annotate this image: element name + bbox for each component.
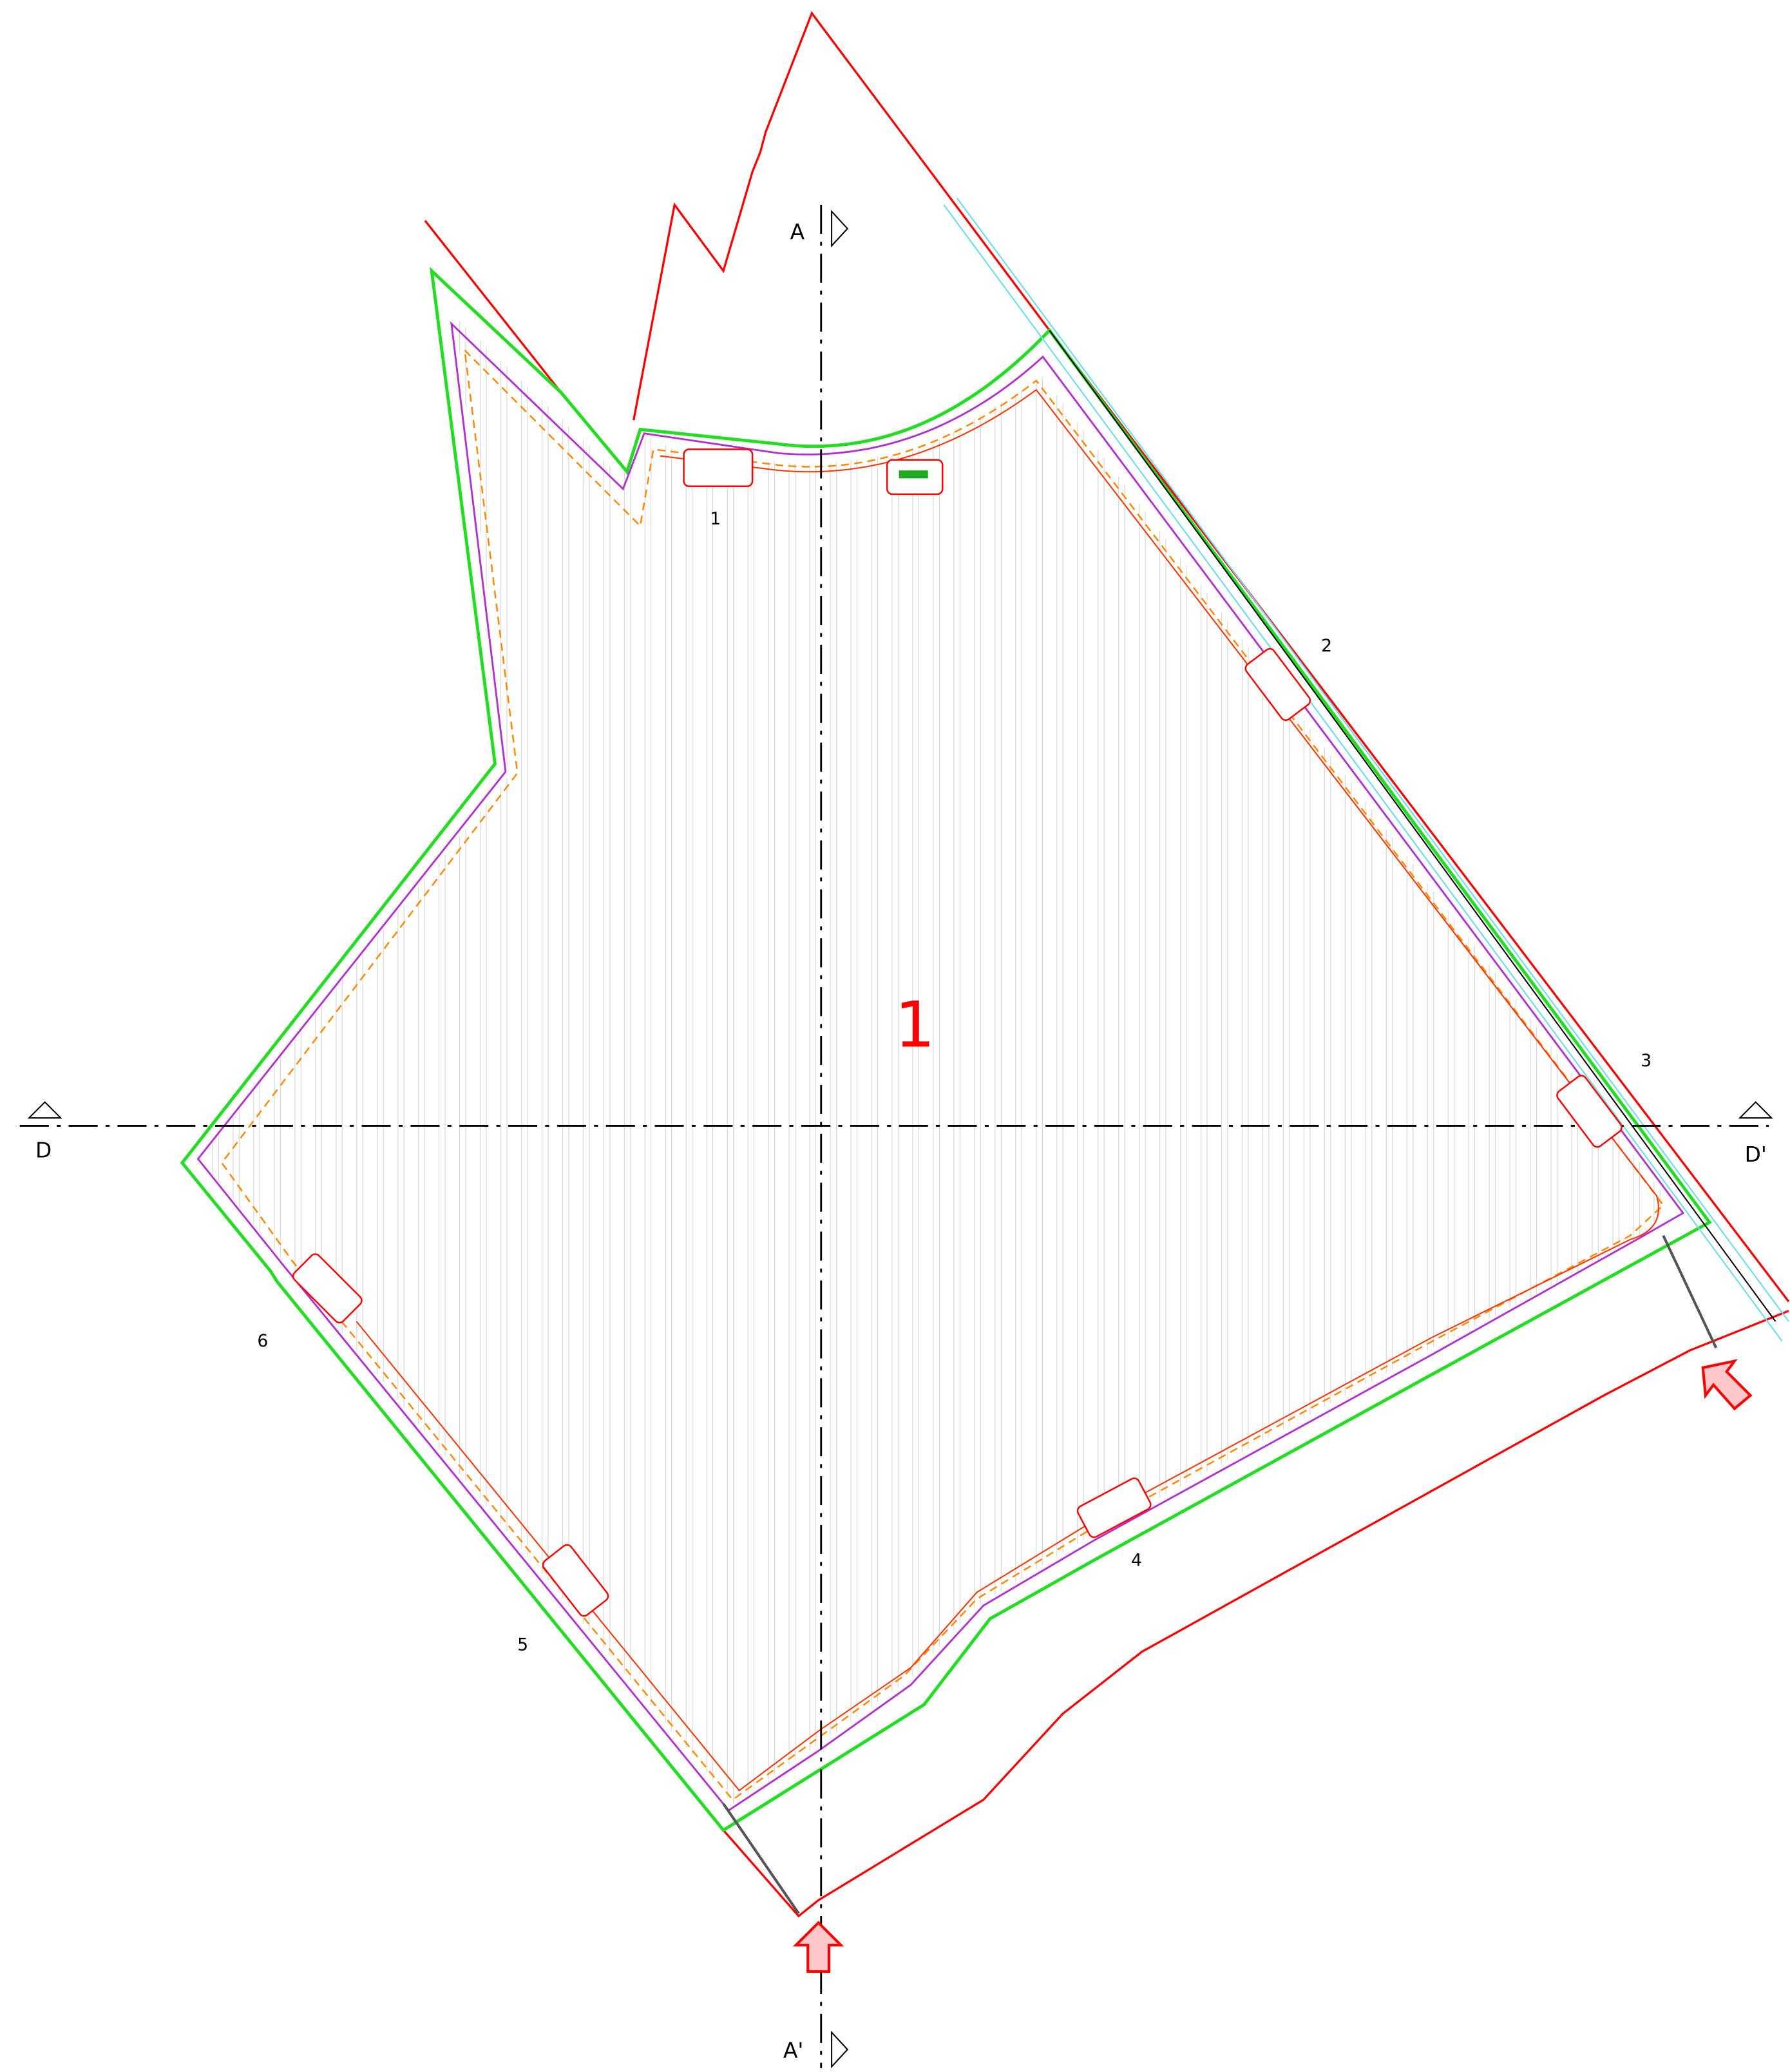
panel-row <box>1434 317 1449 1823</box>
marker <box>899 470 928 478</box>
panel-row <box>1001 317 1016 1823</box>
panel-row <box>1269 317 1284 1823</box>
panel-row <box>1454 317 1469 1823</box>
field-label: 1 <box>895 988 935 1062</box>
panel-row <box>1598 317 1613 1823</box>
panel-rows <box>198 317 1674 1823</box>
panel-row <box>919 317 933 1823</box>
panel-row <box>1248 317 1263 1823</box>
panel-row <box>507 317 522 1823</box>
panel-row <box>1516 317 1531 1823</box>
section-marker <box>29 1102 61 1118</box>
panel-row <box>672 317 687 1823</box>
panel-row <box>1083 317 1098 1823</box>
panel-row <box>1619 317 1633 1823</box>
cable-line <box>723 1804 799 1914</box>
panel-row <box>1372 317 1387 1823</box>
station-label: 3 <box>1641 1051 1652 1071</box>
panel-row <box>1496 317 1510 1823</box>
access-arrow <box>1703 1361 1751 1409</box>
site-plan: A A' D D' 1 1 2 3 4 5 6 <box>0 0 1790 2072</box>
panel-row <box>239 317 254 1823</box>
panel-row <box>1166 317 1181 1823</box>
section-label: A <box>790 220 805 244</box>
panel-row <box>816 317 831 1823</box>
page: {"section_markers": {"a_top": "A", "a_bo… <box>0 0 1790 2072</box>
panel-row <box>713 317 728 1823</box>
panel-row <box>1042 317 1057 1823</box>
panel-row <box>1537 317 1552 1823</box>
station-label: 5 <box>517 1635 528 1655</box>
panel-row <box>692 317 707 1823</box>
panel-row <box>1063 317 1078 1823</box>
section-label: D <box>35 1138 52 1163</box>
panel-row <box>404 317 419 1823</box>
panel-row <box>980 317 995 1823</box>
panel-row <box>837 317 852 1823</box>
panel-row <box>424 317 439 1823</box>
panel-row <box>1393 317 1407 1823</box>
section-label: A' <box>783 2038 803 2062</box>
station <box>684 449 753 486</box>
panel-row <box>857 317 871 1823</box>
panel-row <box>363 317 377 1823</box>
access-arrow <box>796 1923 841 1971</box>
panel-row <box>939 317 954 1823</box>
panel-row <box>1475 317 1490 1823</box>
panel-row <box>1413 317 1428 1823</box>
station-label: 2 <box>1321 636 1332 656</box>
panel-row <box>1310 317 1325 1823</box>
panel-row <box>321 317 336 1823</box>
panel-row <box>898 317 913 1823</box>
station-label: 4 <box>1131 1550 1142 1570</box>
panel-row <box>1660 317 1675 1823</box>
panel-row <box>877 317 892 1823</box>
panel-row <box>260 317 274 1823</box>
panel-row <box>383 317 398 1823</box>
panel-row <box>1577 317 1592 1823</box>
panel-row <box>631 317 645 1823</box>
panel-row <box>445 317 460 1823</box>
panel-row <box>610 317 625 1823</box>
panel-row <box>734 317 748 1823</box>
section-marker <box>832 2032 848 2066</box>
station-label: 6 <box>257 1331 268 1351</box>
panel-row <box>1351 317 1366 1823</box>
section-label: D' <box>1745 1142 1767 1167</box>
panel-row <box>651 317 666 1823</box>
panel-row <box>1207 317 1222 1823</box>
panel-row <box>1125 317 1139 1823</box>
panel-row <box>775 317 790 1823</box>
panel-row <box>1145 317 1160 1823</box>
section-marker <box>1740 1102 1771 1118</box>
panel-row <box>754 317 769 1823</box>
panel-row <box>218 317 233 1823</box>
panel-row <box>198 317 213 1823</box>
cable-line <box>1663 1236 1716 1348</box>
panel-row <box>1331 317 1346 1823</box>
panel-row <box>301 317 316 1823</box>
station-label: 1 <box>710 509 721 529</box>
panel-row <box>795 317 810 1823</box>
section-marker <box>832 211 848 245</box>
panel-row <box>342 317 357 1823</box>
panel-row <box>1104 317 1119 1823</box>
panel-row <box>1290 317 1304 1823</box>
